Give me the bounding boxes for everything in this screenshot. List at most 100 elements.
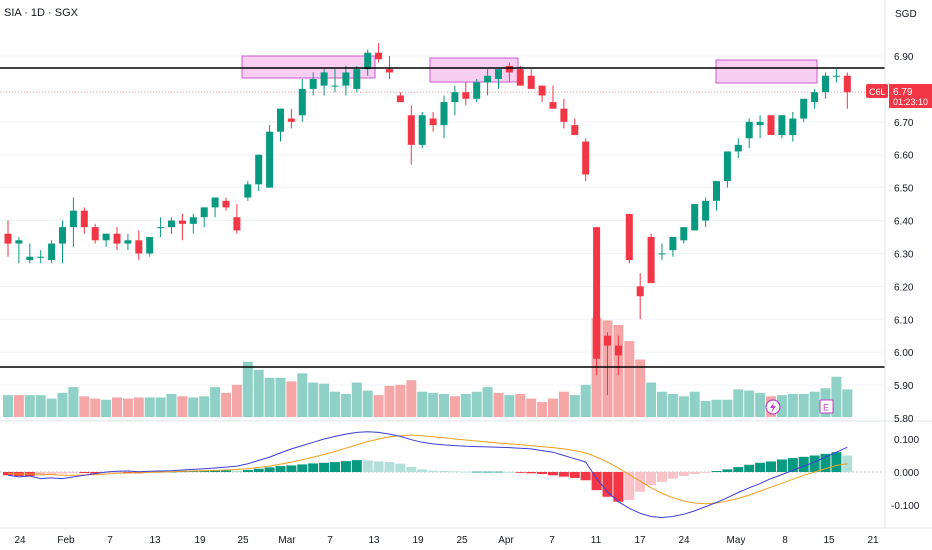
macd-histogram-bar — [112, 472, 122, 473]
macd-histogram-bar — [766, 461, 776, 472]
volume-bar — [569, 395, 580, 417]
volume-bar — [515, 394, 526, 417]
volume-bar — [242, 361, 253, 417]
candle-body — [636, 286, 644, 297]
volume-bar — [188, 397, 199, 417]
volume-bar — [308, 382, 319, 417]
volume-bar — [57, 392, 68, 417]
volume-bar — [199, 396, 210, 417]
date-tick-label: 13 — [149, 535, 161, 546]
volume-bar — [722, 399, 733, 417]
candle-body — [832, 75, 840, 77]
candle-body — [789, 118, 797, 135]
macd-histogram-bar — [635, 472, 646, 492]
price-tick-label: 5.80 — [894, 414, 914, 425]
candle-body — [484, 75, 492, 83]
volume-bar — [776, 395, 787, 417]
macd-histogram-bar — [46, 472, 57, 475]
volume-bar — [3, 395, 13, 417]
candle-body — [48, 243, 56, 261]
price-tick-label: 6.00 — [894, 348, 914, 359]
candle-body — [756, 121, 764, 126]
macd-histogram-bar — [689, 472, 700, 474]
candle-body — [396, 95, 404, 103]
macd-histogram-bar — [831, 452, 842, 472]
date-axis[interactable]: 24 Feb 7 13 19 25 Mar 7 13 19 25 Apr 7 11 17 24 May 8 15 21 — [14, 535, 879, 546]
date-tick-label: 7 — [327, 535, 333, 546]
candle-body — [549, 102, 557, 109]
macd-histogram-bar — [362, 460, 373, 472]
macd-histogram-bar — [722, 469, 733, 472]
date-tick-label: Mar — [278, 535, 296, 546]
lightning-marker[interactable] — [765, 399, 781, 415]
macd-pane — [0, 431, 885, 519]
date-tick-label: 7 — [107, 535, 113, 546]
candle-body — [767, 115, 775, 135]
earnings-icon[interactable] — [819, 399, 834, 414]
volume-bar — [210, 387, 221, 417]
volume-bar — [646, 382, 657, 417]
candle-body — [811, 92, 819, 103]
macd-histogram-bar — [493, 471, 504, 473]
resistance-box — [429, 57, 519, 83]
candle-body — [593, 227, 601, 359]
candle-body — [713, 181, 720, 201]
candle-body — [244, 184, 252, 198]
candle-body — [189, 217, 197, 224]
macd-histogram-bar — [428, 470, 439, 472]
candle-body — [495, 69, 502, 80]
volume-bar — [231, 384, 242, 417]
macd-histogram-bar — [820, 453, 831, 472]
resistance-box — [241, 55, 376, 79]
date-tick-label: 24 — [678, 535, 690, 546]
symbol-title: SIA · 1D · SGX — [4, 7, 79, 19]
macd-histogram-bar — [569, 472, 580, 478]
volume-bar — [340, 394, 351, 417]
volume-bar — [112, 397, 122, 417]
macd-histogram-bar — [515, 472, 526, 473]
date-tick-label: 25 — [456, 535, 468, 546]
price-tick-label: 6.40 — [894, 217, 914, 228]
candle-body — [604, 335, 611, 346]
macd-histogram-bar — [231, 470, 242, 472]
candle-body — [287, 118, 295, 122]
macd-histogram-bar — [471, 471, 482, 473]
volume-bar — [406, 380, 417, 417]
macd-histogram-bar — [275, 466, 286, 472]
candle-body — [418, 115, 426, 145]
earnings-marker[interactable]: E — [819, 399, 834, 414]
candle-body — [113, 233, 121, 244]
macd-histogram-bar — [809, 455, 820, 472]
price-badge: C6L 6.79 01:23:10 — [866, 84, 932, 108]
macd-histogram-bar — [330, 462, 340, 472]
macd-histogram-bar — [755, 462, 766, 472]
macd-histogram-bar — [373, 461, 384, 472]
candle-body — [168, 220, 175, 228]
macd-histogram-bar — [776, 459, 787, 472]
macd-histogram-bar — [537, 472, 548, 474]
date-tick-label: Feb — [57, 535, 75, 546]
candle-body — [658, 253, 666, 255]
volume-bar — [755, 392, 766, 417]
volume-bar — [101, 399, 112, 417]
volume-bar — [744, 390, 755, 417]
candle-body — [178, 220, 186, 224]
candle-body — [429, 118, 437, 126]
candle-body — [266, 131, 274, 188]
macd-histogram-bar — [667, 472, 678, 479]
macd-histogram-bar — [340, 461, 351, 472]
macd-histogram-bar — [657, 472, 667, 482]
volume-bar — [657, 391, 667, 417]
candle-body — [91, 227, 99, 241]
currency-label[interactable]: SGD — [895, 9, 917, 20]
price-tick-label: 6.50 — [894, 184, 914, 195]
price-tick-label: 6.90 — [894, 52, 914, 63]
candle-body — [505, 65, 513, 73]
volume-bar — [297, 373, 308, 417]
volume-bar — [79, 396, 90, 417]
macd-histogram-bar — [395, 463, 406, 472]
date-tick-label: 17 — [634, 535, 646, 546]
macd-histogram-bar — [90, 472, 101, 474]
volume-bar — [449, 396, 460, 417]
